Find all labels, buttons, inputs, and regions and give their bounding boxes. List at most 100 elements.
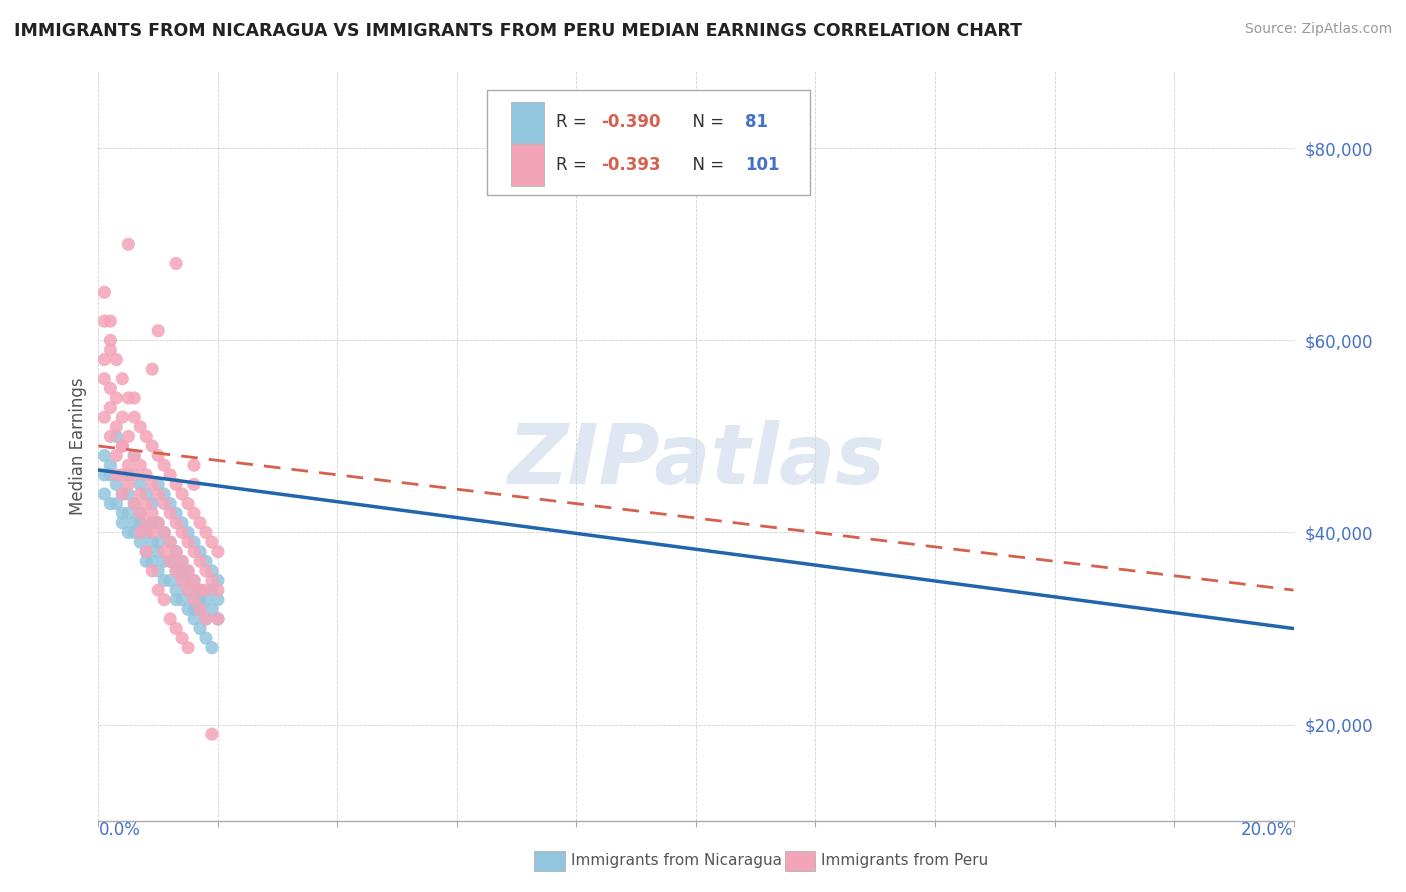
Point [183,612,205,626]
Point [124,516,146,530]
Point [183,506,205,520]
Point [188,592,211,607]
Point [135,544,157,558]
Point [153,525,176,540]
Point [105,391,128,405]
Point [188,602,211,616]
Point [177,497,200,511]
Point [148,564,170,578]
Point [188,583,211,598]
Point [117,487,139,501]
Point [111,516,134,530]
Point [201,640,224,655]
Point [141,554,163,568]
Point [195,564,218,578]
Point [172,487,194,501]
Point [105,352,128,367]
Point [172,554,194,568]
Point [195,631,218,645]
Point [201,564,224,578]
Point [177,640,200,655]
Point [159,574,181,588]
Point [117,477,139,491]
Point [135,487,157,501]
Point [111,372,134,386]
Point [188,622,211,636]
Point [195,525,218,540]
Point [141,525,163,540]
Point [159,612,181,626]
Point [183,592,205,607]
Point [141,362,163,376]
Point [105,449,128,463]
Point [177,564,200,578]
Point [129,506,152,520]
Point [188,554,211,568]
Point [153,458,176,473]
Point [98,334,122,348]
Point [93,285,115,300]
Point [129,525,152,540]
Point [172,574,194,588]
Point [177,525,200,540]
Point [105,419,128,434]
Point [183,602,205,616]
Point [124,497,146,511]
Point [105,477,128,491]
Point [117,525,139,540]
Point [153,525,176,540]
Point [188,583,211,598]
Point [129,506,152,520]
Point [135,525,157,540]
Point [201,574,224,588]
Point [93,449,115,463]
Point [172,592,194,607]
Point [98,458,122,473]
Point [165,592,187,607]
Point [153,487,176,501]
Point [117,237,139,252]
Point [93,314,115,328]
Point [117,458,139,473]
Point [165,544,187,558]
Point [93,467,115,482]
Point [117,467,139,482]
Point [129,516,152,530]
Point [183,574,205,588]
Point [201,727,224,741]
Point [111,439,134,453]
Point [105,467,128,482]
Point [153,574,176,588]
Point [183,544,205,558]
Text: 101: 101 [745,156,779,174]
Point [165,477,187,491]
Point [98,497,122,511]
Point [207,612,229,626]
Point [183,535,205,549]
Point [105,497,128,511]
Y-axis label: Median Earnings: Median Earnings [69,377,87,515]
Point [129,535,152,549]
Point [148,516,170,530]
Point [111,439,134,453]
Point [172,554,194,568]
Point [165,564,187,578]
Point [165,516,187,530]
Point [141,516,163,530]
Point [98,381,122,395]
Point [201,583,224,598]
Point [148,535,170,549]
Point [93,487,115,501]
Point [195,583,218,598]
Text: Source: ZipAtlas.com: Source: ZipAtlas.com [1244,22,1392,37]
Point [165,544,187,558]
Point [124,525,146,540]
Text: N =: N = [682,156,728,174]
Point [111,467,134,482]
Point [98,343,122,357]
Point [129,487,152,501]
Point [135,497,157,511]
Point [124,391,146,405]
Point [135,554,157,568]
Point [111,506,134,520]
